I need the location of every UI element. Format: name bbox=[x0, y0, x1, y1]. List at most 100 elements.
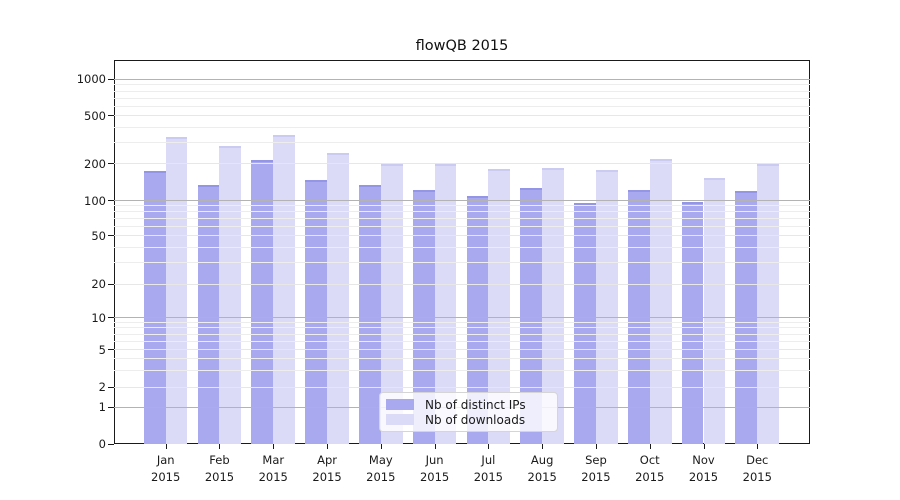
x-tick-month: Nov bbox=[692, 453, 715, 467]
y-tick-mark bbox=[108, 443, 114, 445]
y-tick-label: 1 bbox=[98, 400, 106, 415]
x-tick-label-aug: Aug 2015 bbox=[510, 452, 574, 486]
x-tick-mark bbox=[165, 444, 167, 449]
y-tick-label: 200 bbox=[84, 156, 106, 171]
x-tick-month: Oct bbox=[639, 453, 660, 467]
x-tick-label-dec: Dec 2015 bbox=[725, 452, 789, 486]
y-tick-label: 10 bbox=[91, 310, 106, 325]
bar-jul-s1 bbox=[488, 168, 511, 444]
bar-jun-s1 bbox=[434, 163, 457, 444]
x-tick-mark bbox=[595, 444, 597, 449]
x-tick-year: 2015 bbox=[258, 470, 288, 484]
plot-area: Nb of distinct IPs Nb of downloads bbox=[114, 60, 810, 444]
bar-oct-s1 bbox=[649, 158, 672, 444]
y-tick-mark bbox=[108, 406, 114, 408]
x-tick-month: Jun bbox=[425, 453, 444, 467]
gridline-minor bbox=[114, 340, 810, 342]
x-tick-year: 2015 bbox=[581, 470, 611, 484]
x-tick-month: May bbox=[368, 453, 393, 467]
x-tick-mark bbox=[327, 444, 329, 449]
gridline-minor bbox=[114, 370, 810, 372]
bar-oct-s0 bbox=[627, 189, 650, 444]
x-tick-label-apr: Apr 2015 bbox=[295, 452, 359, 486]
y-tick-mark bbox=[108, 349, 114, 351]
x-tick-mark bbox=[703, 444, 705, 449]
x-tick-year: 2015 bbox=[366, 470, 396, 484]
gridline-minor bbox=[114, 90, 810, 92]
bar-jun-s0 bbox=[412, 190, 435, 444]
bar-feb-s0 bbox=[197, 185, 220, 444]
x-tick-label-sep: Sep 2015 bbox=[564, 452, 628, 486]
gridline-minor bbox=[114, 358, 810, 360]
gridline-minor bbox=[114, 142, 810, 144]
x-tick-mark bbox=[488, 444, 490, 449]
y-tick-mark bbox=[108, 235, 114, 237]
x-tick-mark bbox=[757, 444, 759, 449]
gridline-major bbox=[114, 317, 810, 319]
legend-swatch-downloads-icon bbox=[386, 414, 414, 425]
x-tick-label-jul: Jul 2015 bbox=[456, 452, 520, 486]
x-tick-label-may: May 2015 bbox=[349, 452, 413, 486]
gridline-major bbox=[114, 78, 810, 80]
x-tick-mark bbox=[542, 444, 544, 449]
gridline-minor bbox=[114, 218, 810, 220]
y-tick-mark bbox=[108, 386, 114, 388]
x-tick-year: 2015 bbox=[742, 470, 772, 484]
gridline-minor bbox=[114, 84, 810, 86]
x-tick-label-jun: Jun 2015 bbox=[403, 452, 467, 486]
x-tick-month: Sep bbox=[585, 453, 607, 467]
bar-jan-s0 bbox=[143, 170, 166, 444]
bar-nov-s1 bbox=[703, 178, 726, 444]
gridline-minor bbox=[114, 226, 810, 228]
y-tick-mark bbox=[108, 78, 114, 80]
grid-layer bbox=[114, 60, 810, 444]
x-tick-label-jan: Jan 2015 bbox=[134, 452, 198, 486]
x-tick-year: 2015 bbox=[151, 470, 181, 484]
gridline-minor bbox=[114, 333, 810, 335]
bar-apr-s0 bbox=[305, 180, 328, 444]
legend-label-distinct-ips: Nb of distinct IPs bbox=[425, 397, 526, 412]
y-tick-label: 100 bbox=[84, 193, 106, 208]
y-tick-label: 2 bbox=[98, 380, 106, 395]
gridline bbox=[114, 386, 810, 388]
legend-label-downloads: Nb of downloads bbox=[425, 412, 526, 427]
x-tick-label-feb: Feb 2015 bbox=[187, 452, 251, 486]
x-tick-month: Jul bbox=[481, 453, 496, 467]
gridline bbox=[114, 235, 810, 237]
bar-may-s0 bbox=[359, 185, 381, 444]
chart-title: flowQB 2015 bbox=[415, 38, 509, 54]
gridline-minor bbox=[114, 97, 810, 99]
y-tick-label: 5 bbox=[98, 342, 106, 357]
x-tick-month: Apr bbox=[317, 453, 337, 467]
x-tick-month: Dec bbox=[746, 453, 769, 467]
gridline-minor bbox=[114, 247, 810, 249]
bar-may-s1 bbox=[380, 164, 403, 444]
x-tick-mark bbox=[273, 444, 275, 449]
x-tick-label-nov: Nov 2015 bbox=[672, 452, 736, 486]
bar-jan-s1 bbox=[165, 136, 188, 444]
gridline-minor bbox=[114, 321, 810, 323]
legend-item-distinct-ips: Nb of distinct IPs bbox=[386, 398, 549, 412]
y-tick-label: 0 bbox=[98, 437, 106, 451]
gridline bbox=[114, 163, 810, 165]
bar-apr-s1 bbox=[327, 153, 349, 444]
y-tick-mark bbox=[108, 200, 114, 202]
bar-aug-s0 bbox=[520, 187, 543, 444]
gridline-minor bbox=[114, 127, 810, 129]
bar-jul-s0 bbox=[466, 196, 489, 444]
x-tick-month: Feb bbox=[209, 453, 230, 467]
gridline bbox=[114, 349, 810, 351]
x-tick-month: Aug bbox=[530, 453, 554, 467]
x-tick-year: 2015 bbox=[527, 470, 557, 484]
x-tick-label-oct: Oct 2015 bbox=[618, 452, 682, 486]
x-tick-mark bbox=[649, 444, 651, 449]
x-tick-year: 2015 bbox=[204, 470, 235, 484]
bar-mar-s0 bbox=[251, 159, 274, 444]
x-tick-label-mar: Mar 2015 bbox=[241, 452, 305, 486]
gridline-major bbox=[114, 200, 810, 202]
x-tick-year: 2015 bbox=[688, 470, 719, 484]
y-tick-mark bbox=[108, 283, 114, 285]
y-tick-label: 50 bbox=[91, 228, 106, 243]
bar-feb-s1 bbox=[219, 146, 242, 444]
